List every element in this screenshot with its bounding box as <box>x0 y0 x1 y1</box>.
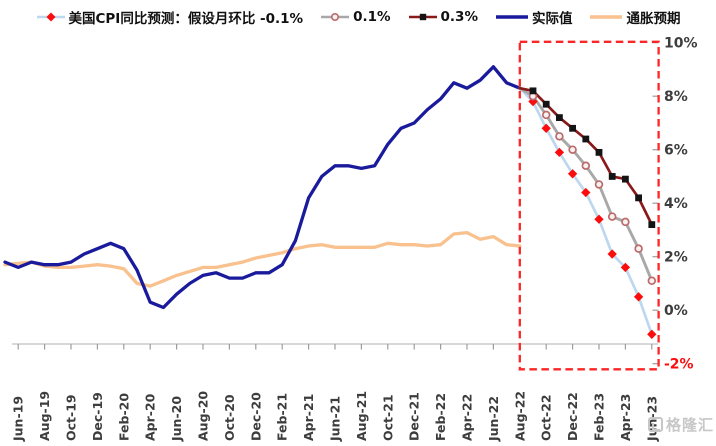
legend-item-p01: 0.1% <box>320 9 391 25</box>
x-tick-label: Jun-20 <box>169 396 184 442</box>
series-p03-line <box>518 86 654 226</box>
x-tick-label: Oct-20 <box>222 394 237 441</box>
gelonghui-logo-icon <box>647 417 663 432</box>
watermark: 格隆汇 <box>647 414 714 435</box>
series-actual-line <box>3 65 522 310</box>
x-tick-label: Oct-22 <box>539 394 554 441</box>
y-tick-label: 4% <box>664 196 688 212</box>
y-axis: 10% 8% 6% 4% 2% 0% -2% <box>652 36 698 373</box>
x-tick-label: Jun-22 <box>486 396 501 442</box>
x-tick-label: Dec-20 <box>248 392 263 441</box>
x-tick-label: Jun-19 <box>11 396 26 442</box>
x-tick-label: Aug-22 <box>512 391 527 441</box>
legend-label: 0.3% <box>440 9 478 25</box>
x-tick-label: Aug-21 <box>354 391 369 441</box>
y-tick-label: 0% <box>664 303 688 319</box>
series-expectation-line <box>3 230 522 288</box>
x-tick-label: Feb-23 <box>592 393 607 441</box>
x-tick-label: Aug-20 <box>196 391 211 441</box>
watermark-text: 格隆汇 <box>665 416 714 434</box>
legend-swatch-actual-icon <box>495 15 528 19</box>
x-tick-label: Oct-21 <box>380 394 395 441</box>
x-tick-label: Apr-22 <box>460 394 475 441</box>
x-tick-label: Dec-19 <box>90 392 105 441</box>
legend-swatch-expectation-icon <box>590 15 623 19</box>
x-tick-label: Dec-21 <box>407 392 422 441</box>
y-tick-label: 2% <box>664 250 688 266</box>
forecast-highlight-box <box>518 40 660 371</box>
legend-label: 0.1% <box>353 9 391 25</box>
x-tick-label: Feb-22 <box>433 393 448 441</box>
legend-label: 实际值 <box>531 11 573 27</box>
legend-swatch-p03-icon <box>408 13 437 21</box>
y-tick-label: -2% <box>664 357 694 373</box>
y-tick-label: 6% <box>664 143 688 159</box>
legend-label: 美国CPI同比预测：假设月环比 -0.1% <box>68 11 304 27</box>
legend-swatch-p01-icon <box>321 12 350 22</box>
series-p03-markers <box>529 87 656 228</box>
legend-item-actual: 实际值 <box>495 7 573 27</box>
legend-item-expectation: 通胀预期 <box>589 7 680 27</box>
y-tick-label: 8% <box>664 89 688 105</box>
x-tick-label: Apr-23 <box>618 394 633 441</box>
x-tick-label: Dec-22 <box>565 392 580 441</box>
series-pm01-line <box>518 86 654 336</box>
x-tick-label: Apr-21 <box>301 394 316 441</box>
legend-item-p03: 0.3% <box>408 9 478 25</box>
x-tick-label: Aug-19 <box>37 391 52 441</box>
x-axis: Jun-19 Aug-19 Oct-19 Dec-19 Feb-20 Apr-20 Jun-… <box>11 343 659 442</box>
series-p01-markers <box>528 91 657 286</box>
legend-item-pm01: 美国CPI同比预测：假设月环比 -0.1% <box>36 7 304 27</box>
x-tick-label: Oct-19 <box>64 394 79 441</box>
series-pm01-markers <box>528 96 657 339</box>
x-tick-label: Apr-20 <box>143 393 158 441</box>
y-tick-label: 10% <box>664 36 698 52</box>
x-tick-label: Jun-21 <box>328 396 343 442</box>
legend-label: 通胀预期 <box>626 11 681 27</box>
legend-swatch-pm01-icon <box>36 12 65 22</box>
x-tick-label: Feb-21 <box>275 393 290 441</box>
chart-legend: 美国CPI同比预测：假设月环比 -0.1% 0.1% 0.3% 实际值 通胀预期 <box>0 5 716 29</box>
x-tick-label: Feb-20 <box>116 393 131 441</box>
